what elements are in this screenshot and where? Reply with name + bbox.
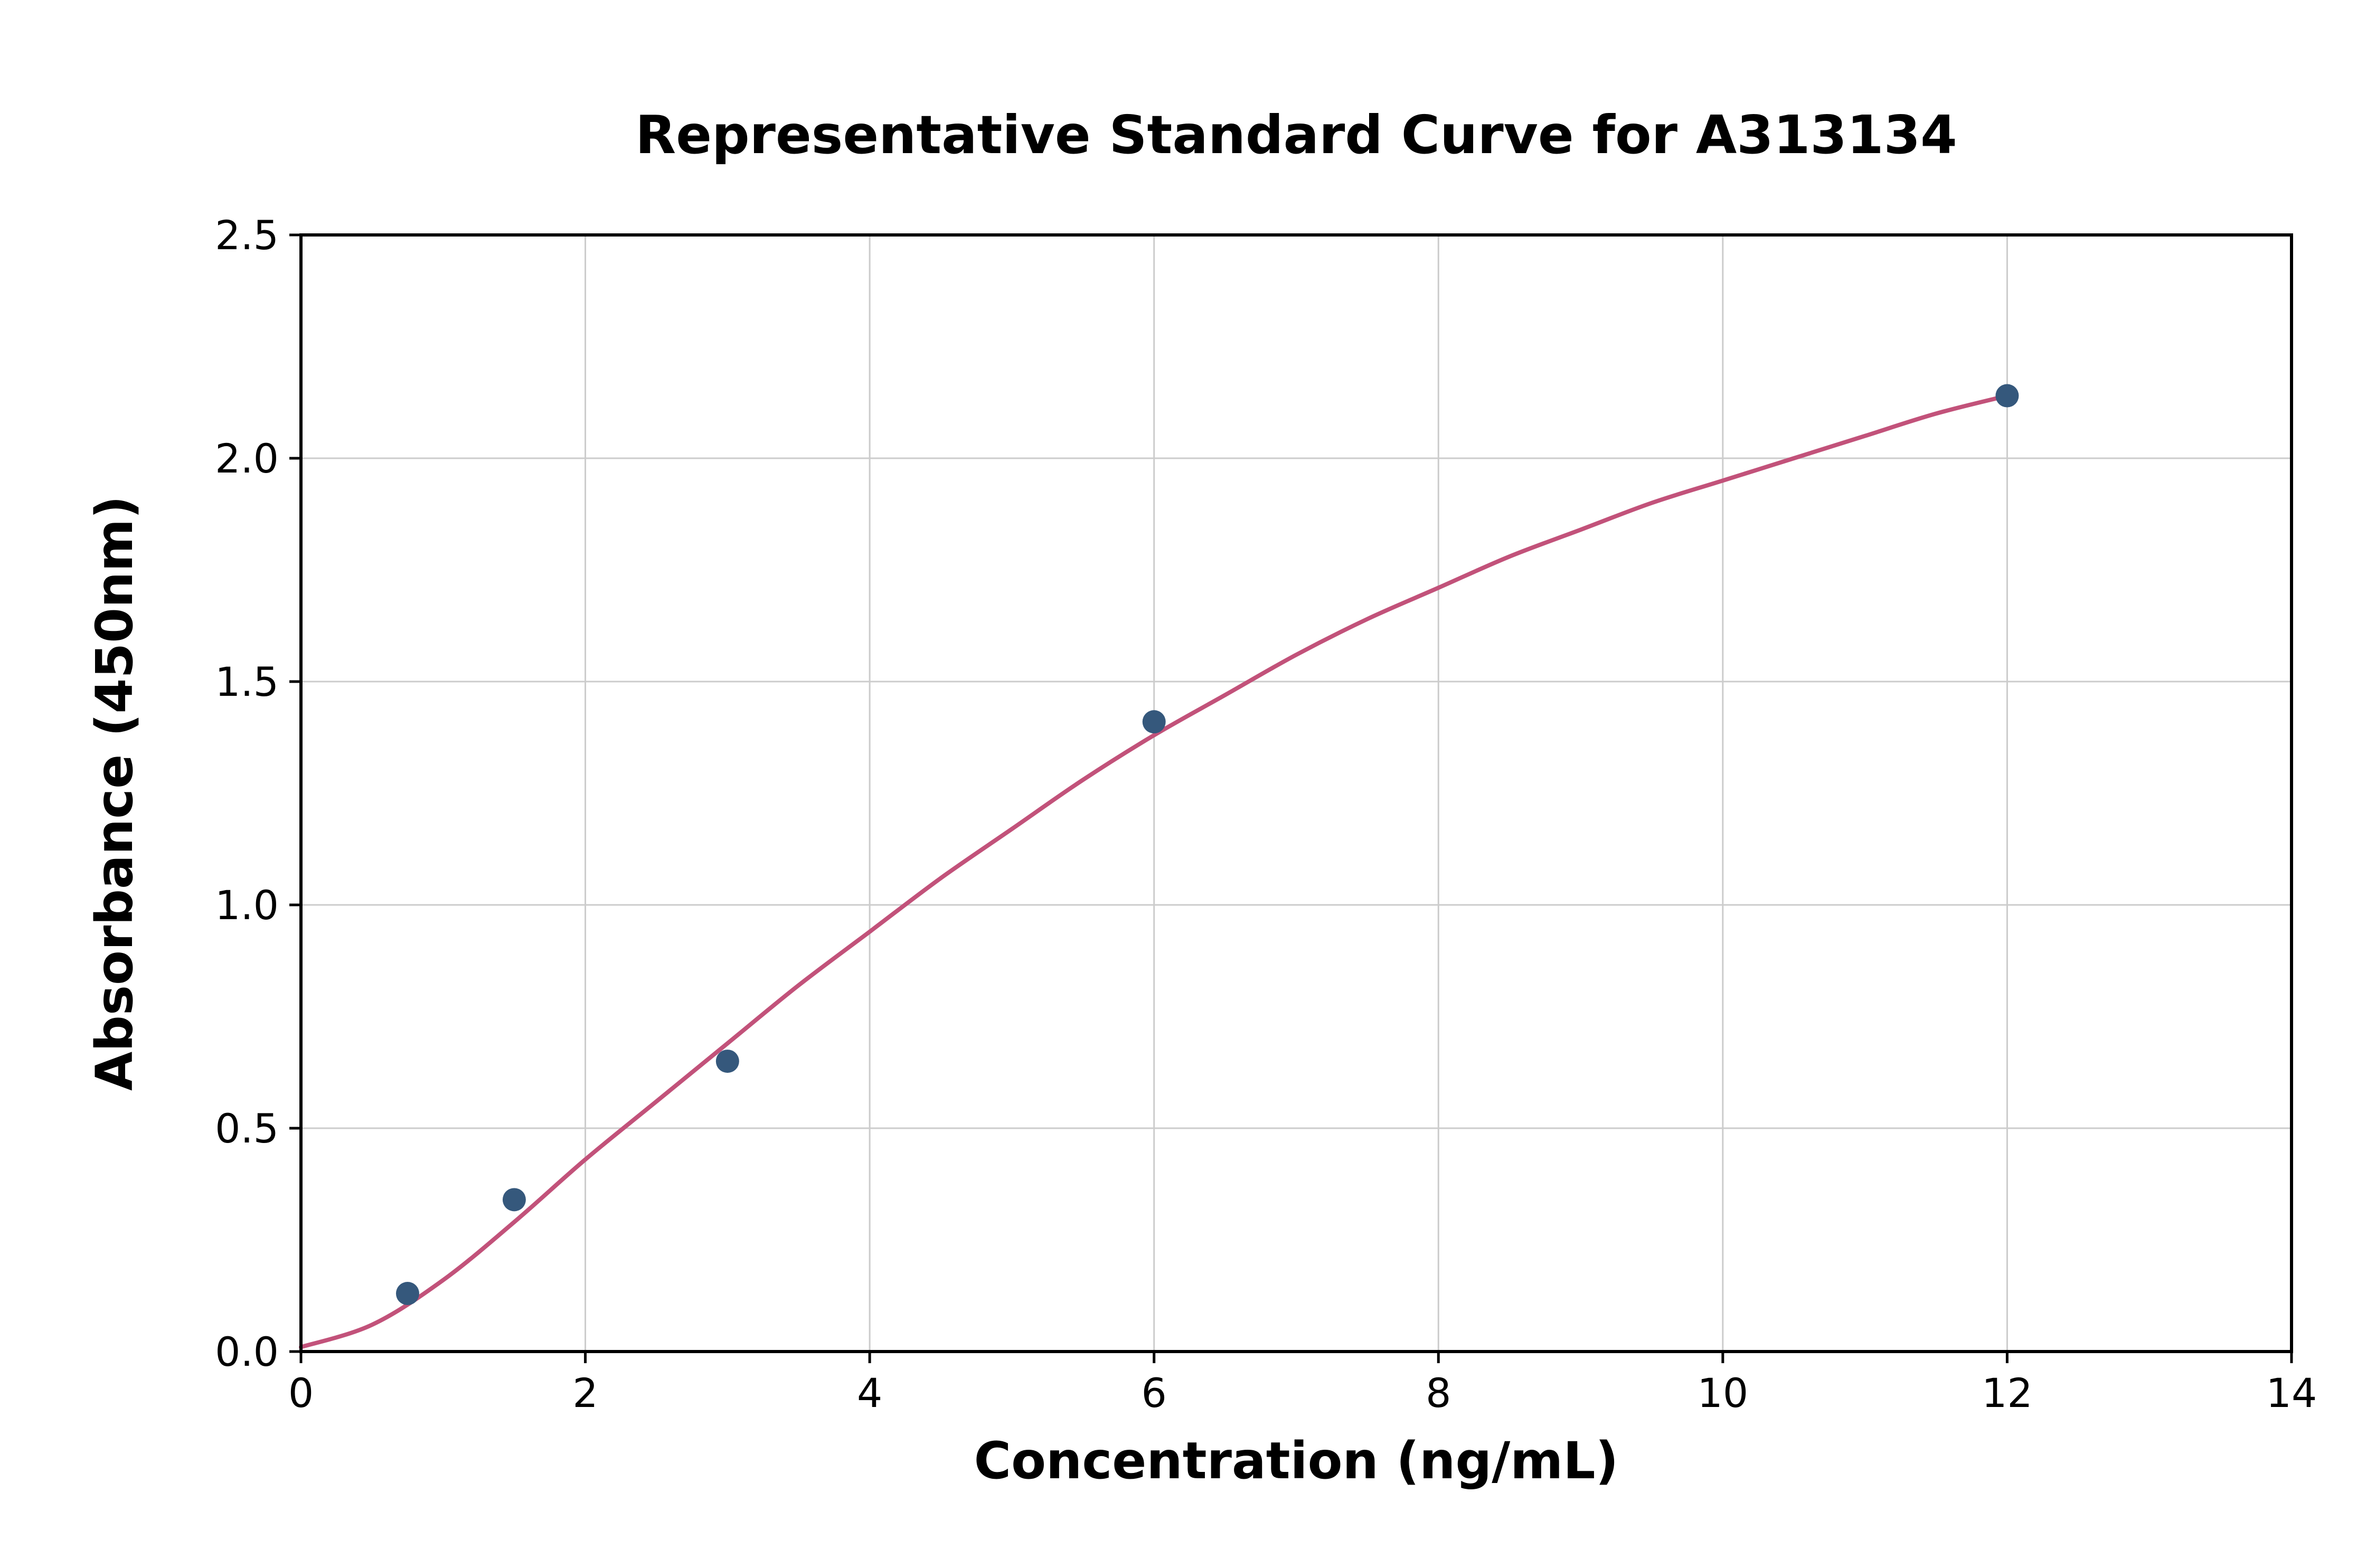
data-point (715, 1050, 739, 1073)
y-tick-label: 0.0 (215, 1328, 279, 1375)
x-tick-label: 8 (1426, 1369, 1451, 1416)
x-tick-label: 14 (2266, 1369, 2317, 1416)
y-axis-label: Absorbance (450nm) (85, 496, 144, 1091)
x-tick-label: 12 (1982, 1369, 2033, 1416)
y-tick-label: 1.5 (215, 658, 279, 705)
plot-border (299, 233, 2293, 1353)
x-tick-label: 4 (857, 1369, 882, 1416)
y-tick-label: 2.0 (215, 435, 279, 482)
data-point (502, 1188, 526, 1212)
chart-title: Representative Standard Curve for A31313… (635, 104, 1957, 166)
x-tick-label: 6 (1142, 1369, 1167, 1416)
y-tick-label: 0.5 (215, 1105, 279, 1152)
x-tick-label: 0 (288, 1369, 314, 1416)
x-tick-label: 2 (572, 1369, 598, 1416)
data-point (1142, 710, 1166, 734)
points-layer (395, 384, 2019, 1306)
grid-layer (300, 234, 2293, 1353)
ticks-layer: 0 2 4 6 8 10 12 14 0.0 0.5 1.0 1.5 2.0 2.5 (215, 212, 2317, 1416)
y-tick-label: 1.0 (215, 882, 279, 929)
data-point (1995, 384, 2019, 408)
curve-layer (299, 393, 2010, 1349)
axes-layer (299, 233, 2293, 1353)
standard-curve-line (299, 393, 2010, 1349)
x-axis-label: Concentration (ng/mL) (974, 1431, 1619, 1490)
x-tick-label: 10 (1697, 1369, 1748, 1416)
y-tick-label: 2.5 (215, 212, 279, 259)
data-point (395, 1282, 419, 1306)
